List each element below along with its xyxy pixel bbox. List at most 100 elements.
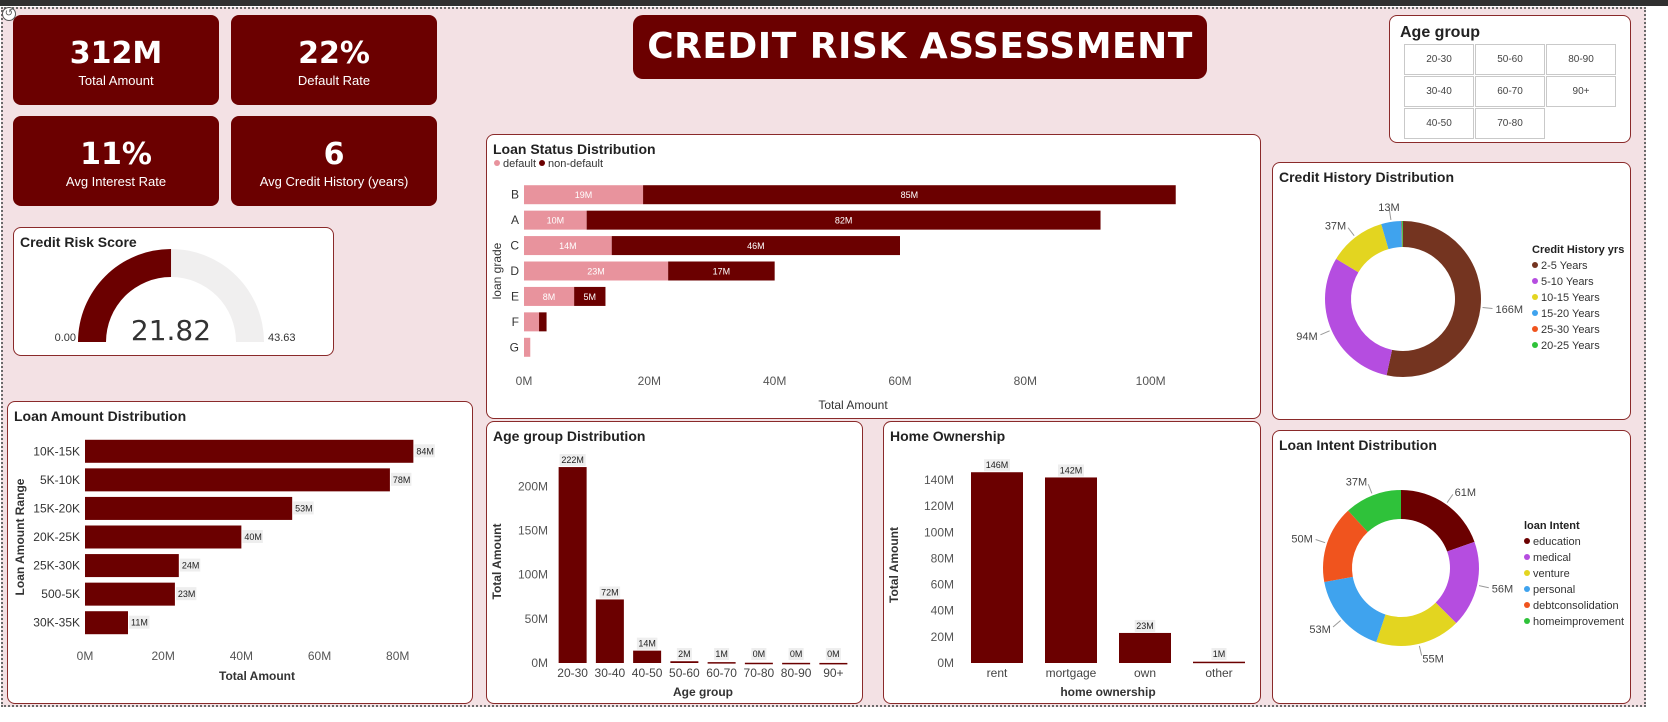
data-label-bg	[636, 637, 658, 650]
donut-data-label: 50M	[1291, 534, 1312, 546]
bar-segment-default	[524, 337, 531, 357]
slicer-option-80-90[interactable]: 80-90	[1546, 44, 1616, 75]
x-tick-label: other	[1205, 666, 1232, 680]
y-axis-title: Total Amount	[490, 524, 504, 600]
legend-label-default: default	[503, 158, 536, 170]
bar	[595, 599, 624, 663]
bar-segment-default	[524, 210, 587, 230]
x-tick-label: 0M	[77, 649, 94, 663]
data-label: 85M	[901, 190, 919, 200]
chart-title: Credit History Distribution	[1279, 169, 1455, 185]
x-tick-label: 60M	[888, 374, 911, 388]
age-group-slicer: Age group 20-30 50-60 80-90 30-40 60-70 …	[1389, 15, 1631, 143]
y-tick-label: 15K-20K	[33, 501, 80, 515]
slicer-option-20-30[interactable]: 20-30	[1404, 44, 1474, 75]
chart-title: Home Ownership	[890, 428, 1006, 444]
x-tick-label: 30-40	[595, 666, 626, 680]
kpi-value: 312M	[69, 36, 163, 71]
bar-segment-default	[524, 185, 644, 205]
credit-risk-gauge: 21.82 0.00 43.63	[55, 248, 296, 347]
legend-title: Credit History yrs	[1532, 244, 1624, 256]
x-tick-label: 40M	[763, 374, 786, 388]
y-tick-label: 10K-15K	[33, 444, 80, 458]
legend-label: debtconsolidation	[1533, 600, 1619, 612]
donut-leader-line	[1347, 227, 1355, 236]
donut-leader-line	[1482, 306, 1493, 310]
donut-leader-line	[1367, 483, 1373, 494]
bar-segment-default	[524, 261, 669, 281]
legend-label: 5-10 Years	[1541, 276, 1594, 288]
data-label-bg	[559, 454, 586, 467]
y-tick-label: 80M	[931, 551, 954, 565]
legend-marker-non-default	[539, 160, 545, 166]
slicer-options: 20-30 50-60 80-90 30-40 60-70 90+ 40-50 …	[1404, 44, 1616, 139]
y-tick-label: 500-5K	[41, 587, 80, 601]
kpi-avg-interest-rate-card: 11% Avg Interest Rate	[13, 116, 219, 206]
y-tick-label: G	[510, 340, 519, 354]
legend-marker	[1532, 262, 1538, 268]
bar	[1193, 661, 1245, 664]
bar-segment-default	[524, 286, 575, 306]
slicer-option-50-60[interactable]: 50-60	[1475, 44, 1545, 75]
loan-intent-chart: 61M 56M 55M 53M 50M 37M loan Intent education me…	[1291, 476, 1624, 665]
gauge-max-label: 43.63	[268, 332, 296, 344]
data-label: 14M	[559, 241, 577, 251]
data-label: 5M	[584, 292, 597, 302]
data-label-bg	[175, 587, 197, 601]
bar	[971, 472, 1023, 663]
y-tick-label: 20M	[931, 630, 954, 644]
donut-data-label: 53M	[1309, 624, 1330, 636]
legend-label-non-default: non-default	[548, 158, 603, 170]
slicer-option-90-plus[interactable]: 90+	[1546, 76, 1616, 107]
data-label-bg	[984, 459, 1010, 472]
data-label: 14M	[638, 639, 656, 649]
legend-marker	[1532, 278, 1538, 284]
y-tick-label: B	[511, 188, 519, 202]
slicer-option-70-80[interactable]: 70-80	[1475, 108, 1545, 139]
slicer-option-30-40[interactable]: 30-40	[1404, 76, 1474, 107]
x-axis-title: Total Amount	[219, 669, 295, 683]
kpi-total-amount-card: 312M Total Amount	[13, 15, 219, 105]
donut-slice-venture	[1376, 602, 1457, 646]
x-tick-label: 50-60	[669, 666, 700, 680]
back-arrow-icon[interactable]: ↺	[2, 7, 16, 21]
home-ownership-chart: 0M 20M 40M 60M 80M 100M 120M 140M 146M rent 142M mo…	[887, 459, 1245, 699]
kpi-label: Avg Credit History (years)	[259, 174, 409, 189]
donut-slice-debtconsolidation	[1323, 510, 1368, 583]
data-label: 84M	[416, 446, 434, 456]
data-label: 24M	[182, 561, 200, 571]
slicer-option-60-70[interactable]: 60-70	[1475, 76, 1545, 107]
x-tick-label: 60M	[308, 649, 331, 663]
slicer-option-40-50[interactable]: 40-50	[1404, 108, 1474, 139]
y-tick-label: C	[510, 239, 519, 253]
donut-leader-line	[1418, 645, 1423, 656]
loan-status-panel: Loan Status Distribution default non-defa…	[486, 134, 1261, 419]
data-label: 0M	[790, 649, 803, 659]
data-label: 82M	[835, 216, 853, 226]
bar-segment-non-default	[611, 236, 900, 256]
donut-leader-line	[1446, 494, 1454, 503]
kpi-default-rate-card: 22% Default Rate	[231, 15, 437, 105]
donut-slice-medical	[1435, 541, 1479, 624]
data-label: 0M	[753, 649, 766, 659]
donut-data-label: 37M	[1325, 220, 1346, 232]
data-label: 53M	[295, 503, 313, 513]
bar	[85, 496, 293, 520]
chart-title: Loan Status Distribution	[493, 141, 656, 157]
donut-data-label: 56M	[1492, 583, 1513, 595]
data-label: 10M	[547, 216, 565, 226]
donut-slice-homeimprovement	[1348, 490, 1401, 532]
x-tick-label: mortgage	[1046, 666, 1097, 680]
y-tick-label: 20K-25K	[33, 530, 80, 544]
x-tick-label: 80M	[386, 649, 409, 663]
y-tick-label: 150M	[518, 524, 548, 538]
chart-title: Loan Amount Distribution	[14, 408, 187, 424]
legend-label: 2-5 Years	[1541, 260, 1588, 272]
kpi-label: Avg Interest Rate	[65, 174, 167, 189]
x-axis-title: Age group	[673, 685, 733, 699]
legend-marker	[1524, 602, 1530, 608]
kpi-value: 6	[323, 137, 345, 172]
data-label: 8M	[543, 292, 556, 302]
y-tick-label: 0M	[531, 656, 548, 670]
bar	[85, 582, 175, 606]
